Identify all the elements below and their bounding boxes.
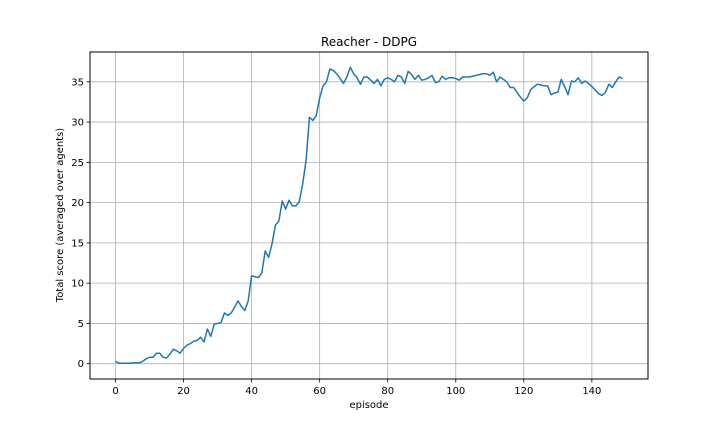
x-tick-label: 40	[245, 386, 258, 397]
x-tick-label: 140	[582, 386, 601, 397]
y-tick-label: 30	[71, 118, 84, 129]
grid	[90, 52, 648, 379]
y-tick-label: 20	[71, 198, 84, 209]
y-tick-label: 5	[78, 319, 84, 330]
x-tick-label: 60	[313, 386, 326, 397]
y-tick-label: 15	[71, 238, 84, 249]
x-tick-label: 20	[177, 386, 190, 397]
x-tick-label: 120	[514, 386, 533, 397]
x-tick-label: 80	[381, 386, 394, 397]
plot-frame	[89, 51, 649, 380]
x-tick-label: 0	[112, 386, 118, 397]
x-axis-label: episode	[349, 400, 388, 411]
y-tick-label: 0	[78, 359, 84, 370]
y-tick-label: 10	[71, 279, 84, 290]
x-tick-label: 100	[446, 386, 465, 397]
y-tick-label: 25	[71, 158, 84, 169]
y-tick-label: 35	[71, 77, 84, 88]
y-axis-label: Total score (averaged over agents)	[55, 128, 66, 304]
ticks: 0 20 40 60 80 100 120 140 0 5 10 15 20 25 30 35	[71, 77, 601, 397]
chart-title: Reacher - DDPG	[321, 35, 417, 49]
data-line	[115, 66, 623, 365]
